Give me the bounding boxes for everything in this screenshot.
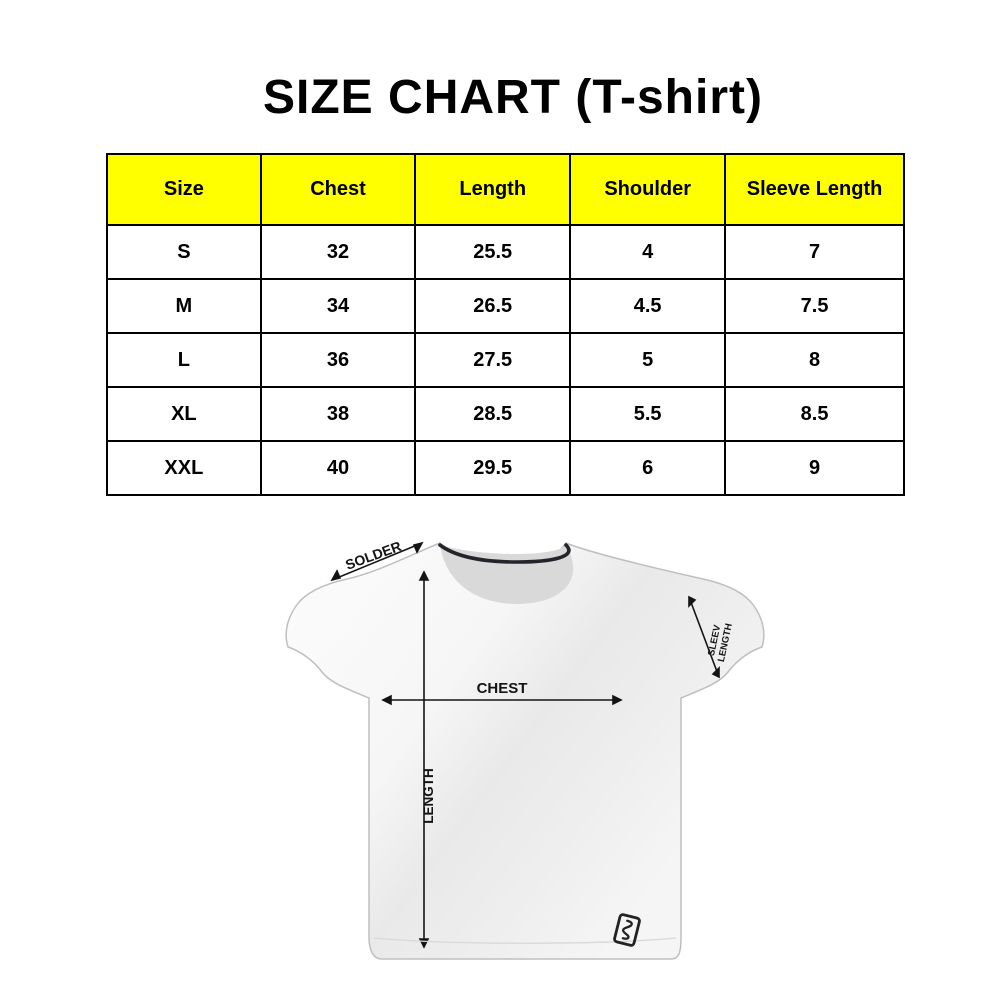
svg-text:CHEST: CHEST — [477, 680, 528, 697]
svg-text:LENGTH: LENGTH — [421, 768, 436, 824]
